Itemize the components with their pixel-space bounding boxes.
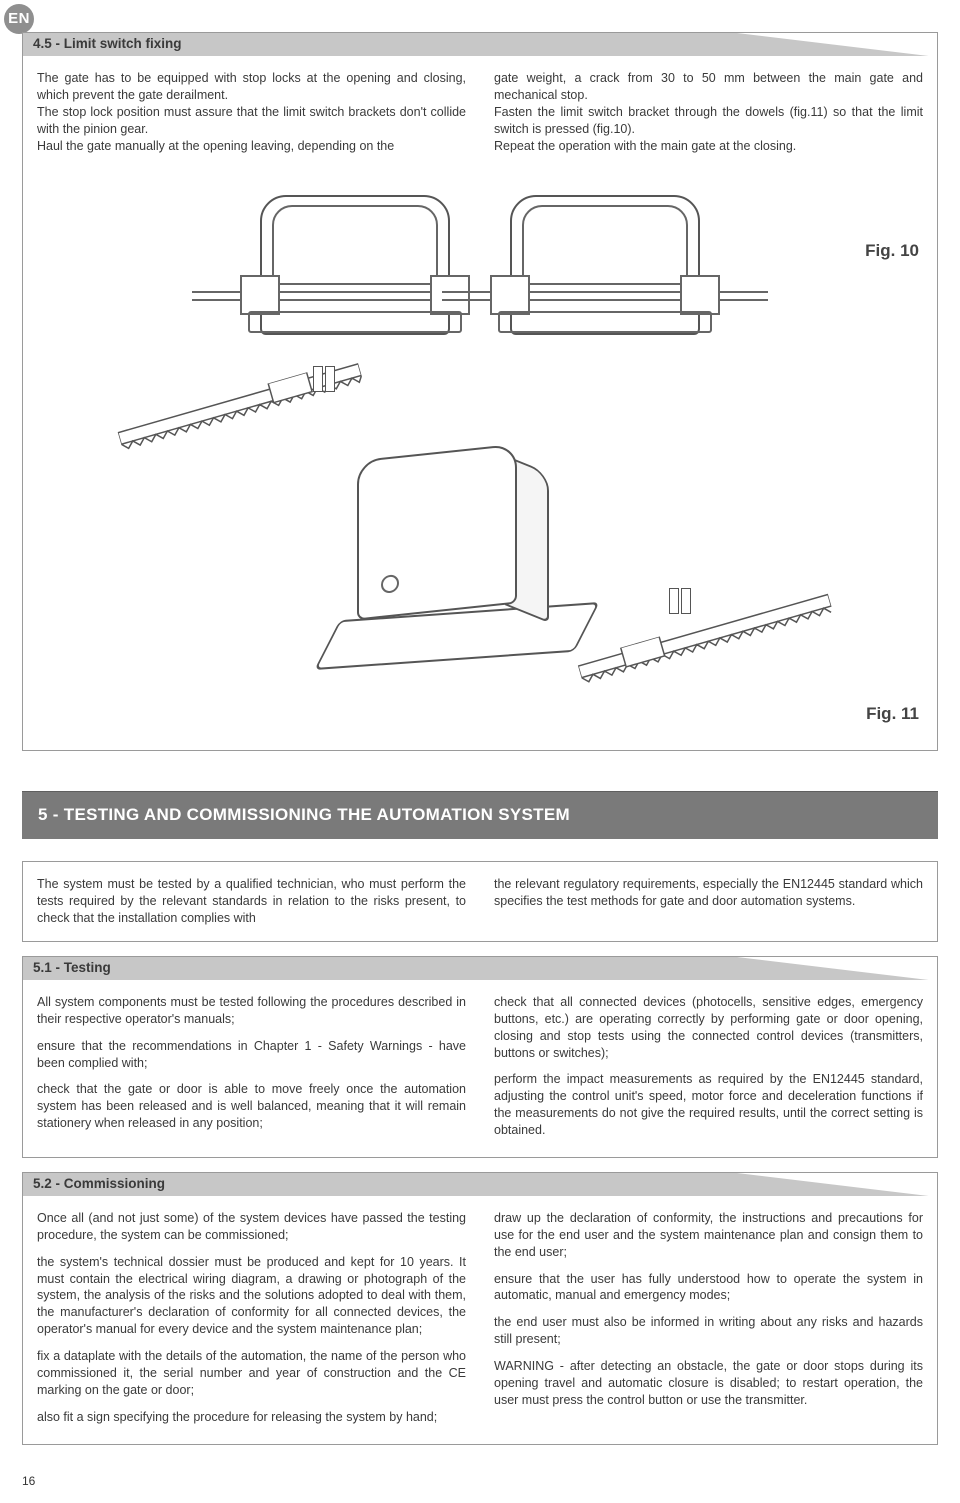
fig11-dowel-2	[325, 366, 335, 392]
s52-r1: draw up the declaration of conformity, t…	[494, 1210, 923, 1261]
chapter-5-intro: The system must be tested by a qualified…	[22, 861, 938, 942]
s52-r2: ensure that the user has fully understoo…	[494, 1271, 923, 1305]
s45-p4: gate weight, a crack from 30 to 50 mm be…	[494, 70, 923, 104]
fig10-left-motor	[260, 195, 450, 335]
section-45-body: The gate has to be equipped with stop lo…	[22, 56, 938, 751]
ch5-intro-right: the relevant regulatory requirements, es…	[494, 876, 923, 910]
s51-r2: perform the impact measurements as requi…	[494, 1071, 923, 1139]
s51-l1: All system components must be tested fol…	[37, 994, 466, 1028]
s45-p2: The stop lock position must assure that …	[37, 104, 466, 138]
section-52-title: 5.2 - Commissioning	[33, 1175, 165, 1193]
fig10-label: Fig. 10	[865, 240, 919, 263]
figure-11-area: Fig. 11	[37, 372, 923, 732]
section-45-columns: The gate has to be equipped with stop lo…	[37, 70, 923, 154]
s52-r4: WARNING - after detecting an obstacle, t…	[494, 1358, 923, 1409]
s52-l3: fix a dataplate with the details of the …	[37, 1348, 466, 1399]
s51-r1: check that all connected devices (photoc…	[494, 994, 923, 1062]
section-51-header: 5.1 - Testing	[22, 956, 938, 980]
fig11-rack-lower	[576, 589, 833, 686]
s52-l1: Once all (and not just some) of the syst…	[37, 1210, 466, 1244]
s45-p6: Repeat the operation with the main gate …	[494, 138, 923, 155]
section-52-body: Once all (and not just some) of the syst…	[22, 1196, 938, 1445]
s51-l3: check that the gate or door is able to m…	[37, 1081, 466, 1132]
s52-r3: the end user must also be informed in wr…	[494, 1314, 923, 1348]
fig11-motor	[327, 452, 547, 662]
chapter-5-title: 5 - TESTING AND COMMISSIONING THE AUTOMA…	[38, 805, 570, 824]
section-45-title: 4.5 - Limit switch fixing	[33, 35, 182, 53]
fig10-right-motor	[510, 195, 700, 335]
fig11-dowel-4	[681, 588, 691, 614]
fig11-dowel-1	[313, 366, 323, 392]
fig11-dowel-3	[669, 588, 679, 614]
s45-p1: The gate has to be equipped with stop lo…	[37, 70, 466, 104]
s45-p5: Fasten the limit switch bracket through …	[494, 104, 923, 138]
chapter-5-header: 5 - TESTING AND COMMISSIONING THE AUTOMA…	[22, 791, 938, 839]
s52-l2: the system's technical dossier must be p…	[37, 1254, 466, 1338]
section-45-header: 4.5 - Limit switch fixing	[22, 32, 938, 56]
s45-p3: Haul the gate manually at the opening le…	[37, 138, 466, 155]
s51-l2: ensure that the recommendations in Chapt…	[37, 1038, 466, 1072]
page-container: 4.5 - Limit switch fixing The gate has t…	[0, 0, 960, 1503]
section-52-header: 5.2 - Commissioning	[22, 1172, 938, 1196]
s52-l4: also fit a sign specifying the procedure…	[37, 1409, 466, 1426]
figure-10-area: Fig. 10	[37, 170, 923, 732]
page-number: 16	[22, 1473, 938, 1489]
fig11-label: Fig. 11	[866, 703, 919, 726]
ch5-intro-left: The system must be tested by a qualified…	[37, 876, 466, 927]
section-51-title: 5.1 - Testing	[33, 959, 111, 977]
section-51-body: All system components must be tested fol…	[22, 980, 938, 1158]
